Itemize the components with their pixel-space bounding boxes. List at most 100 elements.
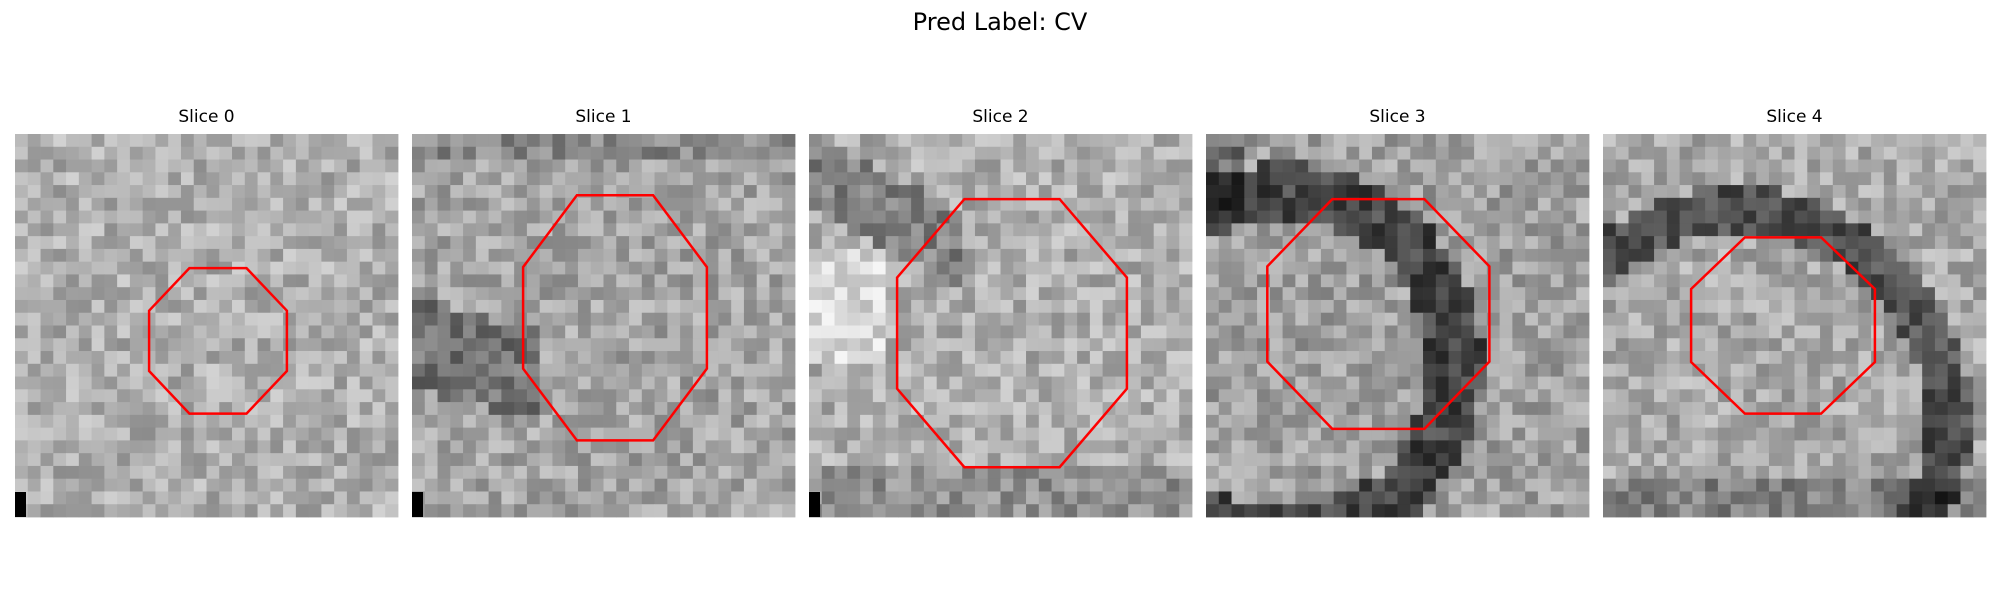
pixel (1051, 453, 1065, 467)
pixel (321, 504, 335, 518)
pixel (78, 440, 92, 454)
pixel (1244, 185, 1258, 199)
pixel (334, 491, 348, 505)
pixel (1756, 338, 1770, 352)
pixel (641, 299, 655, 314)
pixel (334, 223, 348, 237)
pixel (104, 223, 118, 237)
pixel (385, 325, 399, 339)
pixel (1359, 465, 1373, 480)
pixel (1371, 261, 1386, 275)
pixel (1615, 325, 1629, 339)
pixel (129, 210, 144, 224)
pixel (1960, 274, 1974, 288)
pixel (680, 504, 694, 518)
pixel (232, 453, 246, 467)
pixel (603, 351, 617, 365)
pixel (1512, 427, 1526, 441)
pixel (142, 414, 156, 429)
pixel (1077, 185, 1091, 199)
pixel (834, 465, 848, 480)
pixel (1730, 223, 1744, 237)
pixel (463, 376, 477, 390)
pixel (321, 491, 335, 505)
pixel (756, 465, 770, 480)
pixel (1140, 440, 1155, 454)
pixel (1807, 338, 1821, 352)
pixel (923, 185, 938, 199)
pixel (1641, 312, 1655, 326)
pixel (616, 134, 630, 148)
pixel (847, 146, 861, 160)
pixel (1781, 146, 1795, 160)
pixel (705, 248, 719, 263)
pixel (244, 287, 258, 301)
pixel (514, 312, 528, 326)
pixel (603, 210, 617, 224)
pixel (321, 223, 335, 237)
pixel (308, 223, 322, 237)
pixel (962, 312, 976, 326)
pixel (437, 465, 451, 480)
pixel (15, 185, 29, 199)
pixel (1397, 338, 1411, 352)
pixel (1743, 427, 1757, 441)
pixel (1320, 363, 1335, 377)
pixel (680, 491, 694, 505)
pixel (1461, 312, 1475, 326)
pixel (1102, 389, 1116, 403)
pixel (809, 223, 823, 237)
pixel (1692, 427, 1706, 441)
pixel (1077, 414, 1091, 429)
pixel (1692, 338, 1706, 352)
pixel (1051, 376, 1065, 390)
pixel (1359, 453, 1373, 467)
pixel (629, 197, 643, 211)
pixel (1474, 274, 1488, 288)
pixel (1269, 159, 1283, 173)
pixel (962, 134, 976, 148)
pixel (232, 491, 246, 505)
pixel (1537, 453, 1552, 467)
pixel (450, 338, 464, 352)
pixel (155, 134, 169, 148)
pixel (847, 453, 861, 467)
pixel (1038, 453, 1052, 467)
pixel (526, 197, 541, 211)
pixel (1231, 223, 1245, 237)
pixel (1705, 223, 1719, 237)
pixel (66, 478, 80, 492)
pixel (1089, 287, 1104, 301)
pixel (206, 299, 220, 314)
pixel (949, 478, 963, 492)
pixel (565, 210, 579, 224)
pixel (565, 453, 579, 467)
pixel (974, 414, 989, 429)
pixel (1499, 325, 1513, 339)
pixel (1525, 402, 1539, 416)
pixel (1115, 427, 1129, 441)
pixel (155, 491, 169, 505)
pixel (1333, 236, 1347, 250)
pixel (283, 363, 297, 377)
pixel (283, 389, 297, 403)
pixel (424, 274, 438, 288)
pixel (1525, 185, 1539, 199)
pixel (1000, 363, 1014, 377)
pixel (577, 236, 592, 250)
pixel (821, 248, 835, 263)
pixel (53, 351, 67, 365)
pixel (295, 159, 310, 173)
pixel (66, 504, 80, 518)
pixel (244, 363, 258, 377)
pixel (1628, 389, 1642, 403)
pixel (1269, 338, 1283, 352)
pixel (1615, 236, 1629, 250)
pixel (232, 223, 246, 237)
pixel (334, 236, 348, 250)
pixel (437, 440, 451, 454)
pixel (168, 312, 182, 326)
pixel (475, 287, 489, 301)
pixel (193, 478, 207, 492)
pixel (590, 236, 604, 250)
